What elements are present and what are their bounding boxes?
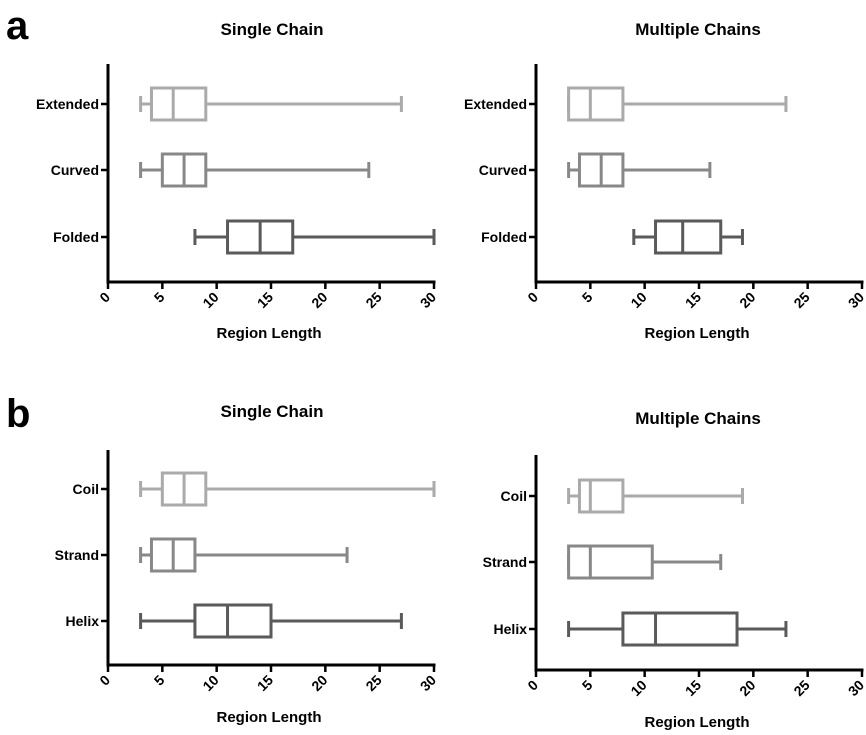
x-tick-label: 0 [524,289,541,306]
box-strand: Strand [483,544,723,580]
category-label: Strand [483,554,527,570]
category-label: Folded [481,229,527,245]
x-tick-label: 20 [736,289,758,311]
x-tick-label: 10 [627,289,649,311]
box-folded: Folded [481,219,744,255]
x-tick-label: 5 [151,289,168,306]
category-label: Curved [51,162,99,178]
x-tick-label: 10 [199,289,221,311]
category-label: Extended [36,96,99,112]
iqr-box [621,611,739,647]
panel-letter-a: a [6,4,29,48]
x-axis-label: Region Length [217,709,322,726]
category-label: Coil [501,488,527,504]
x-axis-label: Region Length [645,325,750,342]
x-tick-label: 30 [417,289,439,311]
chart-3: Multiple Chains 0 5 10 15 20 25 30 Region Length… [483,409,866,731]
x-tick-label: 0 [96,289,113,306]
x-tick-label: 15 [682,289,704,311]
category-label: Coil [73,481,99,497]
x-tick-label: 30 [845,289,866,311]
x-tick-label: 5 [151,672,168,689]
iqr-box [654,219,723,255]
iqr-box [149,86,208,122]
x-axis-label: Region Length [645,714,750,731]
x-tick-label: 25 [362,672,384,694]
iqr-box [567,544,654,580]
x-tick-label: 0 [96,672,113,689]
category-label: Helix [494,621,528,637]
box-helix: Helix [494,611,788,647]
category-label: Curved [479,162,527,178]
x-tick-label: 15 [254,289,276,311]
iqr-box [577,478,625,514]
chart-2: Single Chain 0 5 10 15 20 25 30 Region Length Coi… [55,402,440,726]
x-tick-label: 30 [417,672,439,694]
chart-title: Single Chain [221,402,324,421]
category-label: Strand [55,547,99,563]
x-tick-label: 20 [308,672,330,694]
box-curved: Curved [51,152,371,188]
panel-letter-b: b [6,392,30,436]
category-label: Folded [53,229,99,245]
iqr-box [193,603,273,639]
x-tick-label: 15 [254,672,276,694]
x-tick-label: 5 [579,677,596,694]
x-tick-label: 0 [524,677,541,694]
x-tick-label: 25 [790,289,812,311]
category-label: Extended [464,96,527,112]
x-tick-label: 25 [790,677,812,699]
chart-1: Multiple Chains 0 5 10 15 20 25 30 Region Length… [464,20,866,342]
chart-title: Multiple Chains [635,20,761,39]
x-tick-label: 10 [627,677,649,699]
box-curved: Curved [479,152,712,188]
x-tick-label: 25 [362,289,384,311]
x-tick-label: 30 [845,677,866,699]
x-tick-label: 5 [579,289,596,306]
box-coil: Coil [501,478,744,514]
chart-title: Multiple Chains [635,409,761,428]
iqr-box [567,86,625,122]
box-strand: Strand [55,537,349,573]
x-tick-label: 15 [682,677,704,699]
box-folded: Folded [53,219,436,255]
category-label: Helix [66,613,100,629]
chart-0: Single Chain 0 5 10 15 20 25 30 Region Length Ext… [36,20,439,342]
x-axis-label: Region Length [217,325,322,342]
box-extended: Extended [36,86,403,122]
box-coil: Coil [73,471,436,507]
x-tick-label: 10 [199,672,221,694]
charts: Single Chain 0 5 10 15 20 25 30 Region Length Ext… [36,20,866,731]
box-extended: Extended [464,86,788,122]
chart-title: Single Chain [221,20,324,39]
box-helix: Helix [66,603,403,639]
x-tick-label: 20 [736,677,758,699]
x-tick-label: 20 [308,289,330,311]
